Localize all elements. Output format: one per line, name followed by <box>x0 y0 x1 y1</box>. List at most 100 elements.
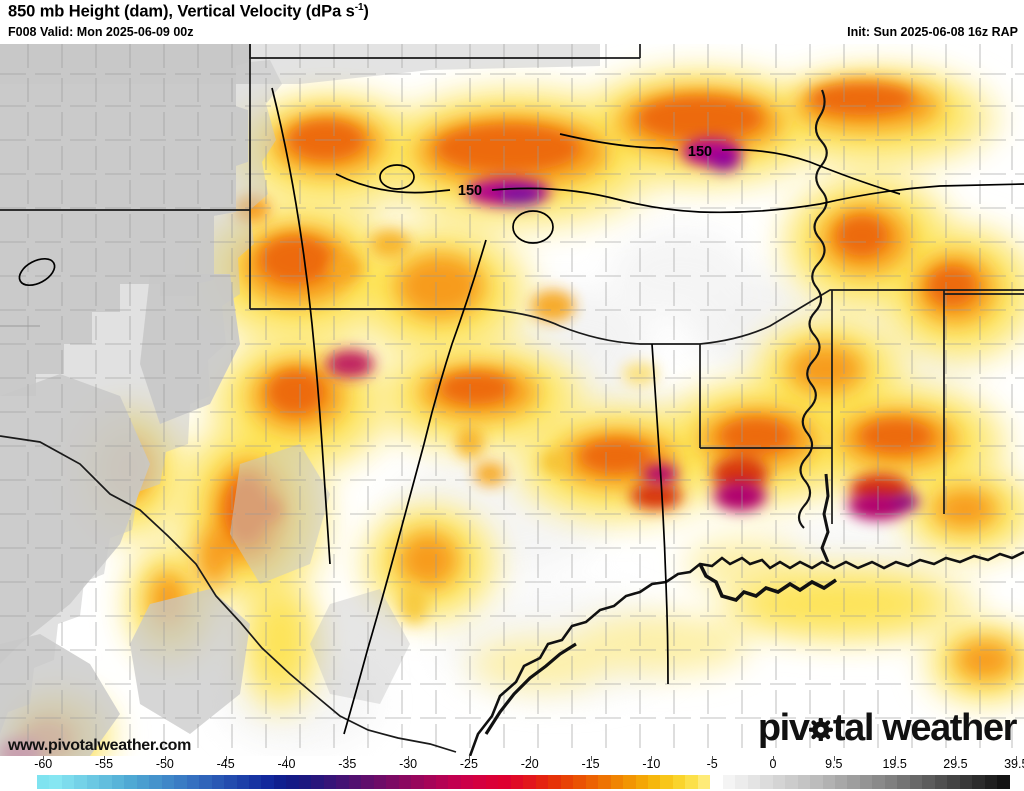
colorbar-tick-mark <box>408 756 410 761</box>
colorbar-swatch <box>560 775 574 789</box>
colorbar-swatch <box>485 775 499 789</box>
colorbar-tick-label: -5 <box>706 757 718 771</box>
colorbar-swatch <box>535 775 549 789</box>
colorbar-tick-mark <box>164 756 166 761</box>
colorbar-swatch <box>859 775 873 789</box>
colorbar-swatch <box>772 775 786 789</box>
colorbar-tick-label: -15 <box>581 757 600 771</box>
colorbar-swatch <box>647 775 661 789</box>
colorbar-tick-mark <box>347 756 349 761</box>
brand-text-pre: piv <box>757 707 810 749</box>
colorbar-swatch <box>922 775 935 789</box>
map-canvas[interactable]: 150 150 <box>0 44 1024 756</box>
rio-grande-border <box>0 435 457 753</box>
colorbar-swatch <box>710 775 723 789</box>
title-tail: ) <box>363 2 369 21</box>
colorbar-swatch <box>323 775 337 789</box>
colorbar-swatch <box>735 775 748 789</box>
colorbar-swatch <box>423 775 436 789</box>
colorbar-swatch <box>99 775 112 789</box>
colorbar-swatches[interactable] <box>37 775 1010 789</box>
contour-label: 150 <box>458 183 482 199</box>
colorbar-swatch <box>972 775 985 789</box>
colorbar-swatch <box>610 775 624 789</box>
colorbar-swatch <box>386 775 399 789</box>
colorbar-swatch <box>747 775 761 789</box>
colorbar-swatch <box>872 775 885 789</box>
colorbar-tick-label: -60 <box>34 757 53 771</box>
colorbar-tick-label: -20 <box>520 757 539 771</box>
colorbar-tick-label: -40 <box>277 757 296 771</box>
colorbar-swatch <box>149 775 162 789</box>
colorbar-swatch <box>635 775 648 789</box>
page-title: 850 mb Height (dam), Vertical Velocity (… <box>8 2 369 22</box>
colorbar-swatch <box>959 775 973 789</box>
colorbar-swatch <box>460 775 474 789</box>
colorbar-tick-mark <box>1016 756 1018 761</box>
colorbar-tick-label: -55 <box>95 757 114 771</box>
colorbar-tick-mark <box>529 756 531 761</box>
colorbar-tick-label: -35 <box>338 757 357 771</box>
colorbar-swatch <box>161 775 175 789</box>
colorbar-swatch <box>473 775 486 789</box>
colorbar-tick-mark <box>712 756 714 761</box>
gear-icon <box>808 717 833 742</box>
colorbar-swatch <box>598 775 611 789</box>
colorbar-tick-mark <box>104 756 106 761</box>
colorbar-tick-label: -10 <box>642 757 661 771</box>
colorbar-swatch <box>498 775 511 789</box>
colorbar-swatch <box>348 775 362 789</box>
colorbar-swatch <box>785 775 798 789</box>
colorbar-swatch <box>174 775 187 789</box>
colorbar-swatch <box>947 775 960 789</box>
state-boundaries <box>0 44 1024 524</box>
colorbar-swatch <box>398 775 412 789</box>
colorbar[interactable]: -60 -55 -50 -45 -40 -35 -30 -25 -20 -15 -10 -5 0 9.5 1… <box>0 756 1024 791</box>
colorbar-swatch <box>797 775 811 789</box>
colorbar-tick-mark <box>772 756 774 761</box>
colorbar-tick-label: 0 <box>769 757 777 771</box>
colorbar-tick-mark <box>43 756 45 761</box>
colorbar-tick-label: -25 <box>459 757 478 771</box>
contour-label-group: 150 150 <box>458 144 712 199</box>
colorbar-swatch <box>760 775 773 789</box>
colorbar-swatch <box>822 775 835 789</box>
colorbar-tick-label: 19.5 <box>882 757 907 771</box>
colorbar-tick-mark <box>894 756 896 761</box>
colorbar-swatch <box>884 775 898 789</box>
colorbar-swatch <box>373 775 387 789</box>
colorbar-swatch <box>436 775 449 789</box>
colorbar-tick-label: 39.5 <box>1004 757 1024 771</box>
colorbar-swatch <box>573 775 586 789</box>
colorbar-swatch <box>847 775 860 789</box>
site-url-watermark: www.pivotalweather.com <box>8 737 192 754</box>
colorbar-swatch <box>273 775 287 789</box>
colorbar-swatch <box>897 775 910 789</box>
brand-watermark: piv tal weather <box>757 707 1018 749</box>
colorbar-tick-mark <box>651 756 653 761</box>
colorbar-swatch <box>548 775 561 789</box>
colorbar-tick-mark <box>468 756 470 761</box>
colorbar-swatch <box>248 775 262 789</box>
colorbar-swatch <box>37 775 50 789</box>
colorbar-swatch <box>585 775 599 789</box>
height-contours <box>18 87 1024 735</box>
louisiana-delta <box>698 563 837 603</box>
colorbar-swatch <box>286 775 299 789</box>
colorbar-swatch <box>186 775 200 789</box>
colorbar-swatch <box>361 775 374 789</box>
contour-label: 150 <box>688 144 712 160</box>
init-time-label: Init: Sun 2025-06-08 16z RAP <box>847 25 1018 39</box>
colorbar-tick-label: 9.5 <box>825 757 843 771</box>
colorbar-swatch <box>510 775 524 789</box>
colorbar-tick-mark <box>955 756 957 761</box>
colorbar-swatch <box>49 775 62 789</box>
colorbar-tick-mark <box>225 756 227 761</box>
colorbar-swatch <box>523 775 536 789</box>
colorbar-swatch <box>261 775 274 789</box>
title-superscript: -1 <box>354 2 364 13</box>
colorbar-swatch <box>984 775 998 789</box>
valid-time-label: F008 Valid: Mon 2025-06-09 00z <box>8 25 194 39</box>
colorbar-swatch <box>336 775 349 789</box>
colorbar-tick-label: -45 <box>216 757 235 771</box>
